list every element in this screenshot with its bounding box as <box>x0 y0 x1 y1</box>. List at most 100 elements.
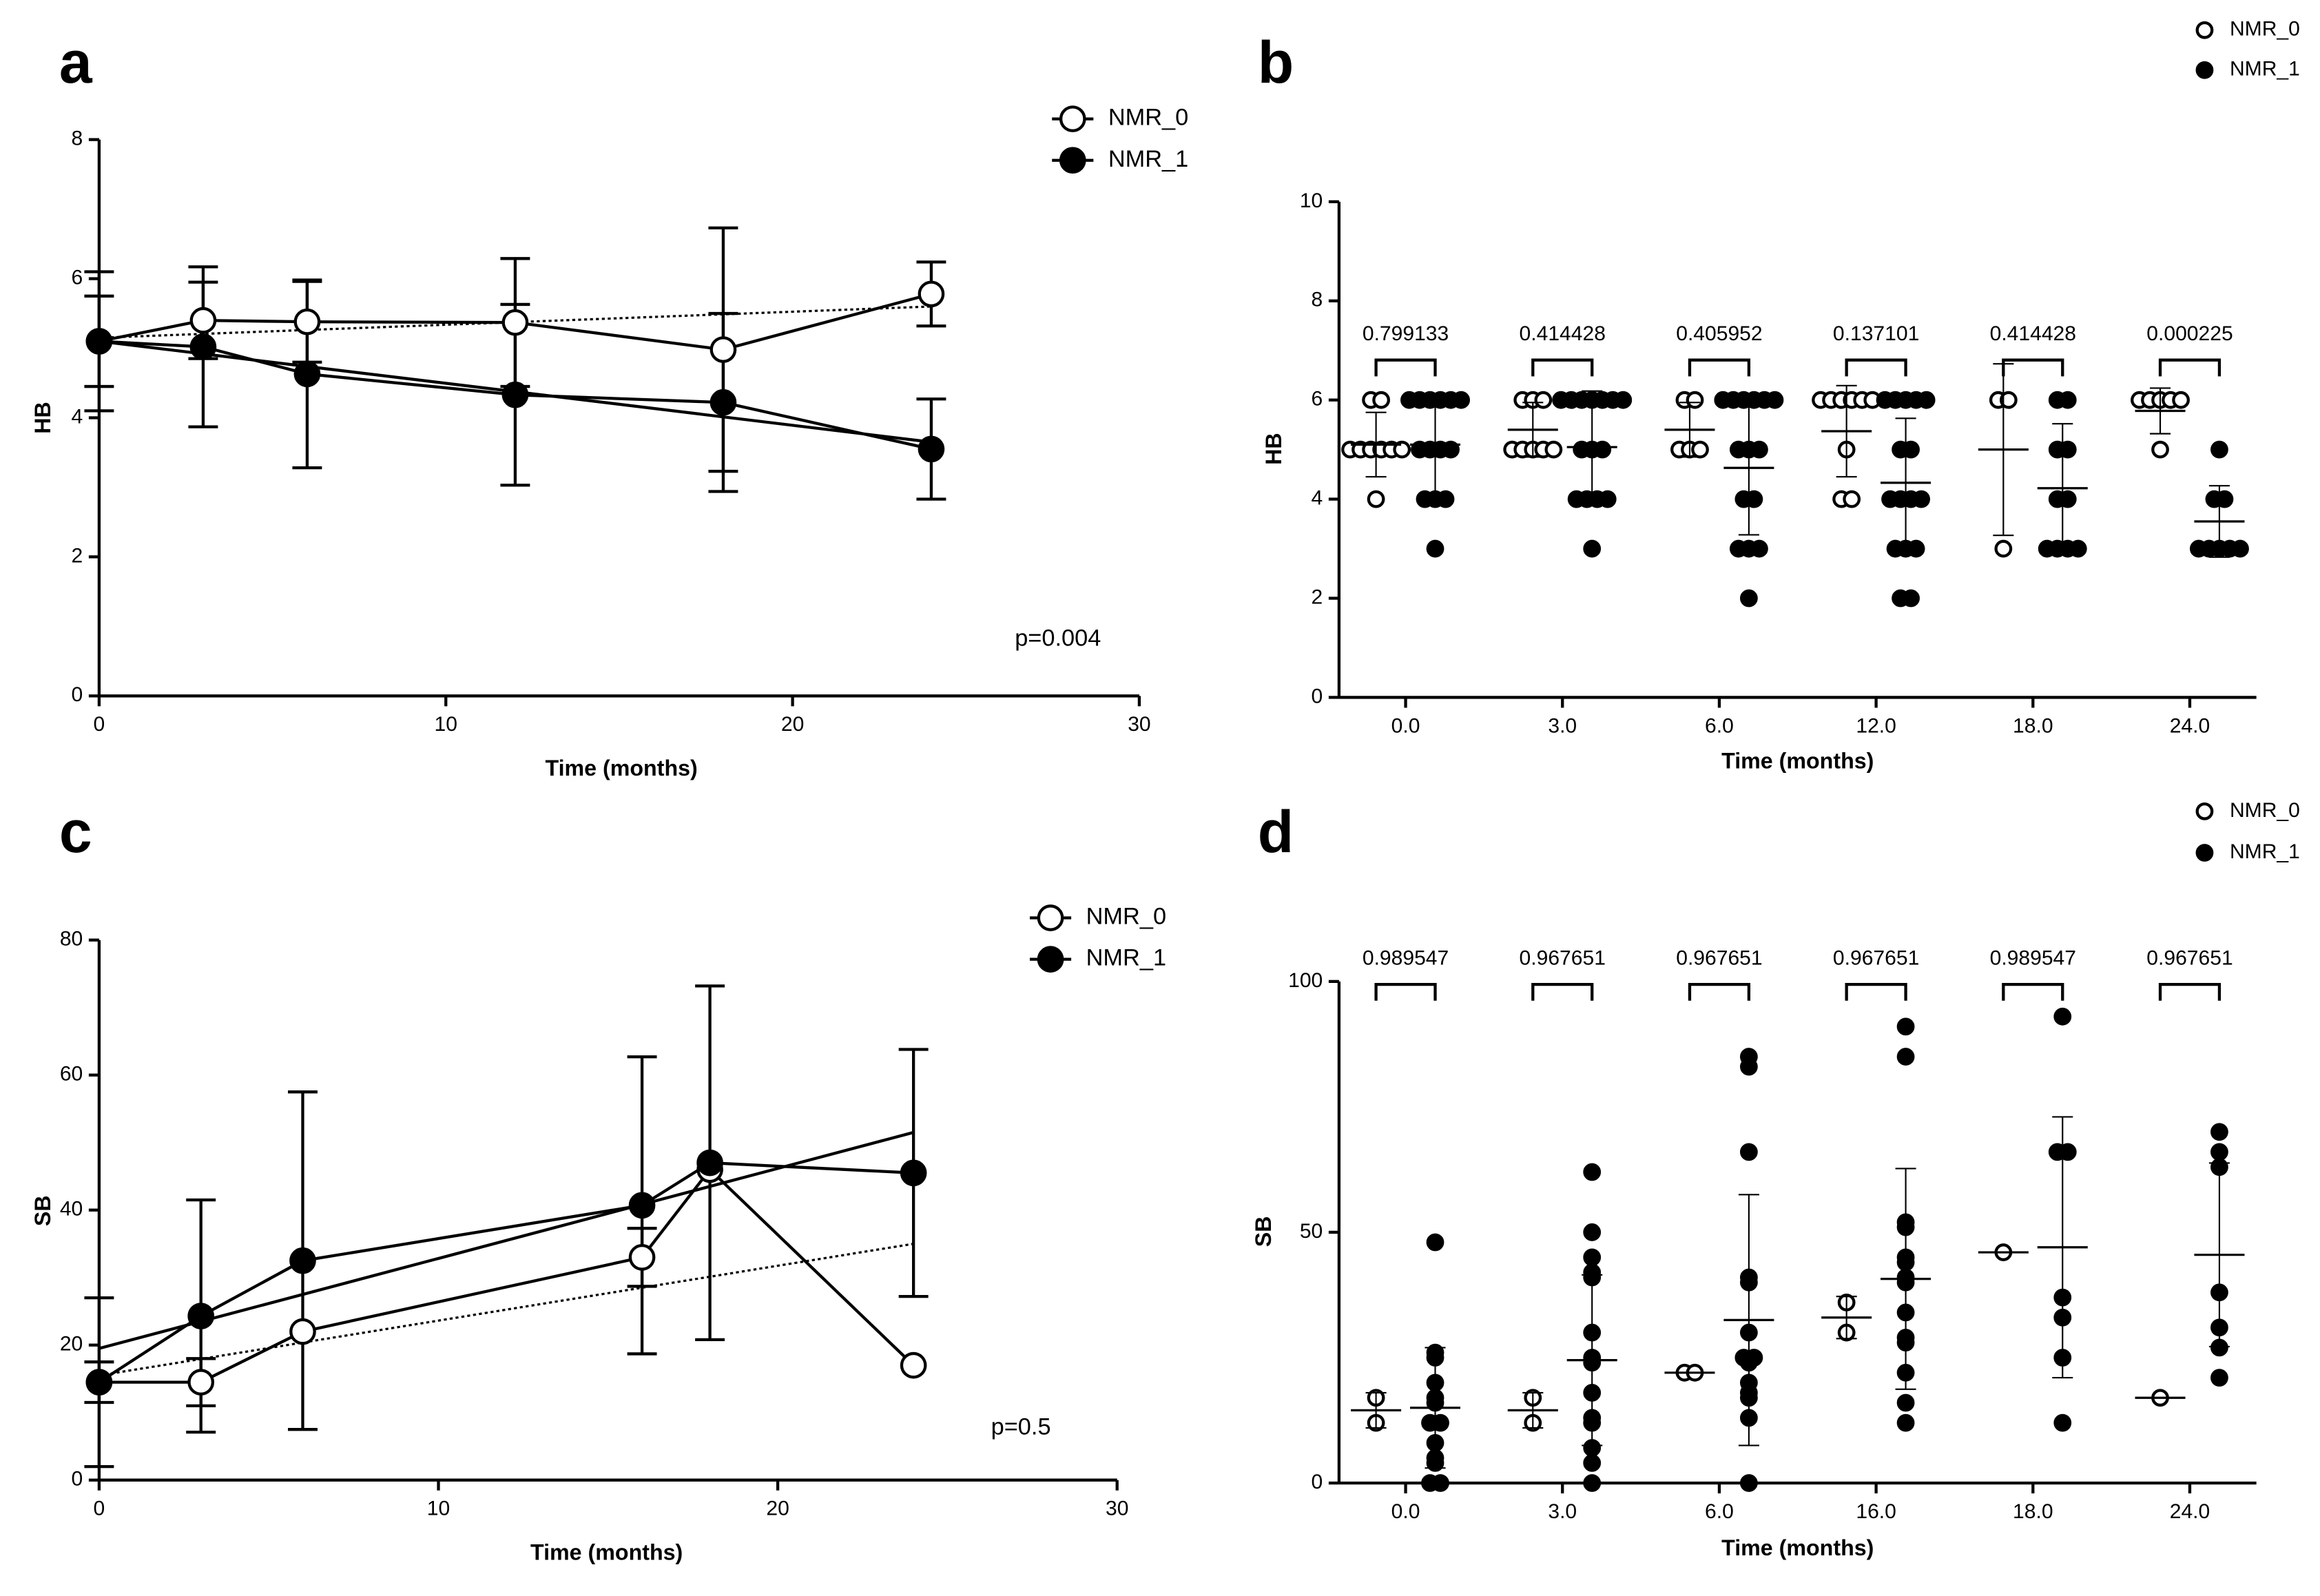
legend-label: NMR_1 <box>1108 146 1188 172</box>
x-tick-label: 3.0 <box>1548 1500 1577 1523</box>
x-tick-label: 20 <box>781 713 804 736</box>
bracket <box>1374 358 1437 377</box>
y-tick-label: 4 <box>1312 487 1323 510</box>
legend-marker <box>1059 105 1086 132</box>
data-point <box>2210 440 2228 459</box>
data-point <box>1740 1057 1758 1076</box>
data-point <box>1431 1474 1449 1492</box>
x-tick-label: 10 <box>427 1497 450 1520</box>
series-line <box>99 292 932 351</box>
annotation: p=0.5 <box>991 1414 1051 1440</box>
y-tick-label: 8 <box>1312 289 1323 311</box>
legend-label: NMR_1 <box>1086 945 1166 971</box>
bracket <box>1688 982 1751 1001</box>
data-point <box>1750 440 1768 459</box>
x-tick-label: 30 <box>1128 713 1150 736</box>
data-point <box>1426 1233 1444 1252</box>
data-point <box>2053 1413 2072 1432</box>
p-value: 0.405952 <box>1676 322 1762 345</box>
y-tick-label: 0 <box>1312 685 1323 707</box>
bracket <box>1374 982 1437 1001</box>
data-point <box>1686 391 1704 409</box>
data-point <box>187 1303 215 1329</box>
legend-marker <box>1037 904 1064 931</box>
p-value: 0.989547 <box>1363 947 1449 970</box>
data-point <box>2215 490 2234 508</box>
data-point <box>2210 1369 2228 1387</box>
x-tick-label: 12.0 <box>1856 714 1896 737</box>
y-axis-title: SB <box>1251 1216 1276 1247</box>
legend-label: NMR_0 <box>1108 105 1188 131</box>
x-tick-label: 3.0 <box>1548 714 1577 737</box>
x-tick-label: 6.0 <box>1705 1500 1734 1523</box>
p-value: 0.137101 <box>1833 322 1919 345</box>
data-point <box>1583 1453 1602 1472</box>
legend-label: NMR_0 <box>2230 18 2300 41</box>
data-point <box>1583 1163 1602 1181</box>
x-axis-title: Time (months) <box>530 1540 683 1565</box>
data-point <box>900 1351 927 1379</box>
data-point <box>628 1192 656 1219</box>
data-point <box>1544 440 1563 459</box>
data-point <box>710 388 737 416</box>
data-point <box>1436 490 1455 508</box>
bracket <box>2002 982 2064 1001</box>
data-point <box>1750 539 1768 558</box>
y-axis-title: SB <box>30 1195 55 1226</box>
data-point <box>1367 490 1385 508</box>
data-point <box>2058 490 2077 508</box>
data-point <box>918 280 945 308</box>
data-point <box>501 381 529 408</box>
series-line <box>98 1161 914 1384</box>
data-point <box>1740 589 1758 608</box>
legend-label: NMR_1 <box>2230 840 2300 863</box>
bracket <box>1845 358 1907 377</box>
x-tick-label: 0 <box>94 713 105 736</box>
x-tick-label: 16.0 <box>1856 1500 1896 1523</box>
y-axis-title: HB <box>1261 433 1286 465</box>
x-tick-label: 30 <box>1106 1497 1128 1520</box>
bracket <box>1531 982 1594 1001</box>
data-point <box>1452 391 1470 409</box>
x-axis-title: Time (months) <box>1721 1535 1874 1560</box>
data-point <box>1896 1393 1915 1412</box>
data-point <box>1593 440 1612 459</box>
y-tick-label: 8 <box>72 127 83 150</box>
p-value: 0.967651 <box>1676 947 1762 970</box>
x-tick-label: 24.0 <box>2170 1500 2210 1523</box>
y-tick-label: 0 <box>1312 1471 1323 1493</box>
y-tick-label: 6 <box>72 267 83 289</box>
panel-letter: d <box>1258 799 1294 865</box>
legend-marker <box>1059 147 1086 174</box>
p-value: 0.799133 <box>1363 322 1449 345</box>
legend-marker <box>2195 802 2214 820</box>
data-point <box>1907 539 1925 558</box>
data-point <box>1740 1143 1758 1161</box>
y-tick-label: 6 <box>1312 388 1323 411</box>
bracket <box>2158 982 2221 1001</box>
data-point <box>2210 1123 2228 1141</box>
x-tick-label: 24.0 <box>2170 714 2210 737</box>
data-point <box>501 309 529 336</box>
data-point <box>2058 1143 2077 1161</box>
series-line <box>99 1167 915 1384</box>
data-point <box>1917 391 1936 409</box>
data-point <box>1994 539 2013 558</box>
bracket <box>2002 358 2064 377</box>
data-point <box>918 435 945 463</box>
data-point <box>1691 440 1709 459</box>
data-point <box>1426 539 1444 558</box>
p-value: 0.414428 <box>1520 322 1606 345</box>
p-value: 0.000225 <box>2146 322 2233 345</box>
annotation: p=0.004 <box>1015 625 1101 652</box>
series-line <box>99 340 932 450</box>
y-tick-label: 4 <box>72 405 83 428</box>
legend-marker <box>2195 844 2214 862</box>
legend-marker <box>1037 946 1064 973</box>
data-point <box>2231 539 2249 558</box>
y-tick-label: 60 <box>60 1063 83 1086</box>
data-point <box>2053 1007 2072 1026</box>
x-axis-title: Time (months) <box>546 756 698 780</box>
x-axis-title: Time (months) <box>1721 748 1874 773</box>
data-point <box>1431 1413 1449 1432</box>
